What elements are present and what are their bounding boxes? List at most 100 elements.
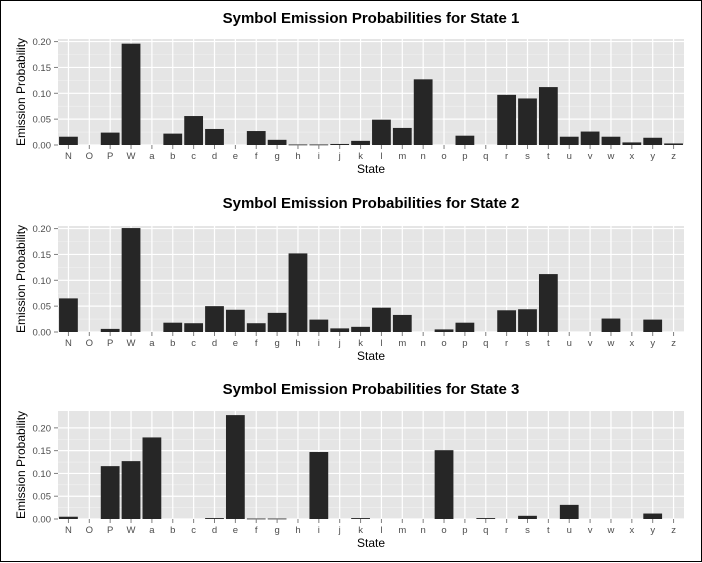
x-tick-label: n bbox=[421, 525, 426, 536]
x-tick-label: d bbox=[212, 525, 217, 536]
x-tick-label: v bbox=[588, 151, 593, 162]
x-tick-label: x bbox=[629, 338, 634, 349]
chart-title: Symbol Emission Probabilities for State … bbox=[223, 10, 520, 27]
x-tick-label: w bbox=[607, 338, 615, 349]
bar-k bbox=[351, 140, 370, 145]
x-tick-label: t bbox=[547, 338, 550, 349]
x-tick-label: s bbox=[525, 338, 530, 349]
x-tick-label: u bbox=[567, 151, 572, 162]
bar-v bbox=[580, 131, 600, 145]
bar-g bbox=[267, 312, 287, 332]
bar-r bbox=[497, 94, 517, 145]
bar-q bbox=[476, 518, 496, 519]
x-tick-label: f bbox=[255, 338, 258, 349]
x-tick-label: s bbox=[525, 151, 530, 162]
bar-j bbox=[330, 328, 350, 332]
bar-i bbox=[309, 144, 329, 146]
y-tick-label: 0.05 bbox=[33, 302, 52, 313]
bar-d bbox=[205, 128, 224, 145]
x-tick-label: g bbox=[274, 525, 279, 536]
bar-o bbox=[434, 329, 454, 332]
plot-panel bbox=[58, 226, 684, 332]
x-tick-label: P bbox=[107, 338, 113, 349]
x-tick-label: q bbox=[483, 525, 488, 536]
x-tick-label: h bbox=[295, 525, 300, 536]
bar-p bbox=[455, 322, 475, 332]
chart-title: Symbol Emission Probabilities for State … bbox=[223, 195, 520, 212]
x-tick-label: a bbox=[149, 338, 155, 349]
bar-m bbox=[392, 127, 412, 145]
plot-panel bbox=[58, 411, 684, 519]
chart-panel-2: Symbol Emission Probabilities for State … bbox=[14, 195, 684, 363]
bar-s bbox=[518, 309, 537, 332]
x-tick-label: b bbox=[170, 338, 175, 349]
bar-P bbox=[100, 328, 120, 332]
bar-h bbox=[288, 144, 308, 146]
x-tick-label: o bbox=[441, 338, 446, 349]
x-axis-label: State bbox=[357, 536, 385, 550]
bar-f bbox=[246, 131, 266, 145]
x-tick-label: e bbox=[233, 151, 238, 162]
x-tick-label: W bbox=[127, 338, 136, 349]
x-tick-label: f bbox=[255, 151, 258, 162]
bar-y bbox=[643, 319, 663, 332]
x-tick-label: z bbox=[671, 338, 676, 349]
bar-m bbox=[392, 314, 412, 332]
bar-w bbox=[601, 318, 621, 332]
bar-f bbox=[246, 518, 266, 520]
x-tick-label: s bbox=[525, 525, 530, 536]
bar-i bbox=[309, 452, 329, 519]
x-tick-label: O bbox=[86, 151, 93, 162]
bar-W bbox=[121, 43, 141, 146]
bar-s bbox=[518, 515, 537, 519]
bar-N bbox=[59, 298, 78, 332]
x-tick-label: h bbox=[295, 338, 300, 349]
bar-W bbox=[121, 461, 141, 519]
x-tick-label: N bbox=[65, 338, 72, 349]
bar-P bbox=[100, 466, 120, 519]
x-tick-label: g bbox=[274, 151, 279, 162]
bar-b bbox=[163, 322, 183, 332]
x-tick-label: a bbox=[149, 151, 155, 162]
x-tick-label: N bbox=[65, 525, 72, 536]
bar-k bbox=[351, 326, 370, 332]
y-tick-label: 0.00 bbox=[33, 328, 52, 339]
y-tick-label: 0.10 bbox=[33, 276, 52, 287]
x-tick-label: h bbox=[295, 151, 300, 162]
x-tick-label: x bbox=[629, 151, 634, 162]
x-tick-label: n bbox=[421, 338, 426, 349]
x-tick-label: P bbox=[107, 151, 113, 162]
x-tick-label: m bbox=[398, 151, 406, 162]
x-tick-label: W bbox=[127, 151, 136, 162]
bar-u bbox=[559, 136, 579, 145]
y-tick-label: 0.10 bbox=[33, 89, 52, 100]
bar-N bbox=[59, 516, 78, 519]
x-tick-label: c bbox=[191, 151, 196, 162]
x-tick-label: d bbox=[212, 151, 217, 162]
x-tick-label: b bbox=[170, 525, 175, 536]
bar-l bbox=[372, 307, 391, 332]
x-tick-label: y bbox=[650, 338, 655, 349]
y-axis-label: Emission Probability bbox=[14, 411, 28, 519]
x-tick-label: d bbox=[212, 338, 217, 349]
x-tick-label: n bbox=[421, 151, 426, 162]
x-tick-label: o bbox=[441, 151, 446, 162]
x-tick-label: u bbox=[567, 338, 572, 349]
bar-P bbox=[100, 132, 120, 145]
x-tick-label: b bbox=[170, 151, 175, 162]
bar-x bbox=[622, 142, 642, 145]
x-tick-label: p bbox=[462, 338, 467, 349]
x-tick-label: l bbox=[380, 525, 382, 536]
bar-d bbox=[205, 306, 224, 332]
x-tick-label: l bbox=[380, 338, 382, 349]
x-tick-label: f bbox=[255, 525, 258, 536]
x-tick-label: x bbox=[629, 525, 634, 536]
bar-u bbox=[559, 504, 579, 519]
y-tick-label: 0.20 bbox=[33, 224, 52, 235]
x-tick-label: v bbox=[588, 525, 593, 536]
bar-e bbox=[225, 415, 245, 519]
bar-n bbox=[413, 79, 433, 145]
bar-a bbox=[142, 437, 162, 519]
